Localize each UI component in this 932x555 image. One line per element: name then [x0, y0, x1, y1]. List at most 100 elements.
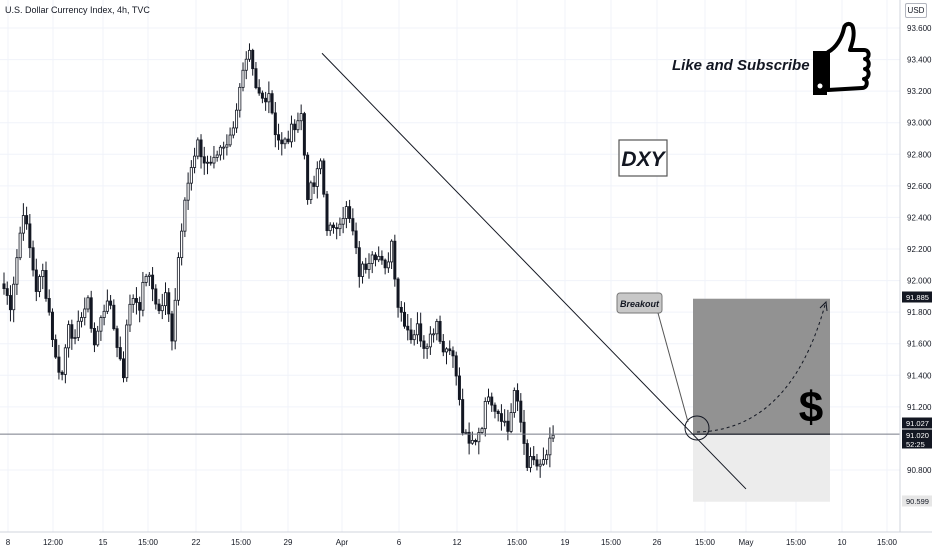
annotations: Breakout DXY $ Like and Subscribe	[616, 21, 871, 432]
candle-body	[109, 300, 113, 306]
price-label-bg	[902, 291, 932, 303]
candle-body	[428, 333, 432, 348]
y-tick-label: 92.400	[907, 213, 932, 222]
candle-body	[170, 313, 174, 342]
y-tick-label: 92.000	[907, 277, 932, 286]
candle-body	[44, 270, 48, 299]
candle-body	[522, 421, 526, 444]
candle-body	[160, 305, 164, 312]
candle-body	[189, 167, 193, 184]
candle-body	[302, 113, 306, 156]
candle-body	[373, 254, 377, 261]
candle-body	[412, 334, 416, 341]
y-tick-label: 91.800	[907, 308, 932, 317]
candle-body	[183, 199, 187, 232]
candle-body	[519, 400, 523, 423]
candle-body	[419, 323, 423, 342]
candle-body	[163, 292, 167, 307]
y-tick-label: 91.600	[907, 340, 932, 349]
candle-body	[89, 297, 93, 329]
candle-body	[512, 390, 516, 413]
currency-badge[interactable]: USD	[905, 3, 927, 18]
x-tick-label: 15:00	[601, 538, 622, 547]
x-tick-label: 15:00	[786, 538, 807, 547]
x-tick-label: 12	[453, 538, 462, 547]
x-tick-label: 15:00	[695, 538, 716, 547]
candle-body	[125, 324, 129, 379]
breakout-callout-pointer	[657, 312, 689, 423]
candle-body	[267, 93, 271, 103]
price-label: 91.020	[906, 431, 929, 440]
ticker-box	[618, 139, 668, 177]
candle-body	[86, 297, 90, 310]
candle-body	[63, 347, 67, 375]
candle-body	[247, 49, 251, 60]
candle-body	[551, 434, 555, 439]
candle-body	[499, 413, 503, 422]
candle-body	[147, 274, 151, 277]
candle-body	[396, 278, 400, 308]
candle-body	[525, 443, 529, 468]
x-tick-label: 15:00	[231, 538, 252, 547]
candle-body	[134, 298, 138, 303]
candle-body	[50, 311, 54, 340]
candle-body	[83, 308, 87, 318]
candle-body	[289, 123, 293, 143]
candle-body	[312, 182, 316, 187]
stop-loss-zone	[693, 434, 830, 502]
drawings[interactable]	[0, 52, 900, 490]
candle-body	[235, 109, 239, 129]
symbol-title[interactable]: U.S. Dollar Currency Index, 4h, TVC	[5, 5, 150, 15]
candle-body	[377, 255, 381, 261]
candle-body	[157, 303, 161, 312]
like-subscribe-text: Like and Subscribe	[672, 57, 810, 74]
candle-body	[532, 456, 536, 461]
candle-body	[8, 295, 12, 311]
candle-body	[464, 431, 468, 434]
price-label-bg	[902, 439, 932, 449]
y-tick-label: 93.600	[907, 24, 932, 33]
candle-body	[70, 324, 74, 339]
x-tick-label: Apr	[336, 538, 349, 547]
price-label-bg	[902, 495, 932, 507]
candle-body	[448, 348, 452, 352]
candle-body	[393, 240, 397, 280]
breakout-callout-label: Breakout	[620, 299, 660, 309]
candle-body	[367, 263, 371, 270]
trendline	[321, 52, 747, 490]
candle-body	[154, 288, 158, 305]
candle-body	[57, 356, 61, 373]
candle-body	[222, 146, 226, 149]
x-tick-label: 26	[653, 538, 662, 547]
candle-body	[167, 292, 171, 315]
y-tick-label: 93.200	[907, 87, 932, 96]
candle-body	[38, 276, 42, 292]
candle-body	[483, 401, 487, 430]
candle-body	[12, 283, 16, 311]
candle-body	[409, 329, 413, 341]
candle-body	[403, 311, 407, 327]
candle-body	[273, 112, 277, 136]
candle-body	[415, 323, 419, 336]
candle-body	[441, 340, 445, 353]
candle-body	[173, 299, 177, 342]
candle-body	[486, 396, 490, 402]
candle-body	[467, 431, 471, 444]
y-tick-label: 90.800	[907, 466, 932, 475]
candle-body	[344, 206, 348, 219]
candle-body	[454, 355, 458, 377]
candle-body	[357, 247, 361, 277]
candle-body	[202, 156, 206, 164]
candle-body	[92, 327, 96, 346]
x-tick-label: 8	[6, 538, 11, 547]
candle-body	[370, 254, 374, 264]
candle-body	[319, 160, 323, 170]
x-tick-label: May	[738, 538, 753, 547]
candle-body	[205, 161, 209, 164]
candle-body	[422, 340, 426, 349]
candle-body	[244, 58, 248, 71]
candle-body	[425, 346, 429, 349]
candle-body	[383, 259, 387, 269]
